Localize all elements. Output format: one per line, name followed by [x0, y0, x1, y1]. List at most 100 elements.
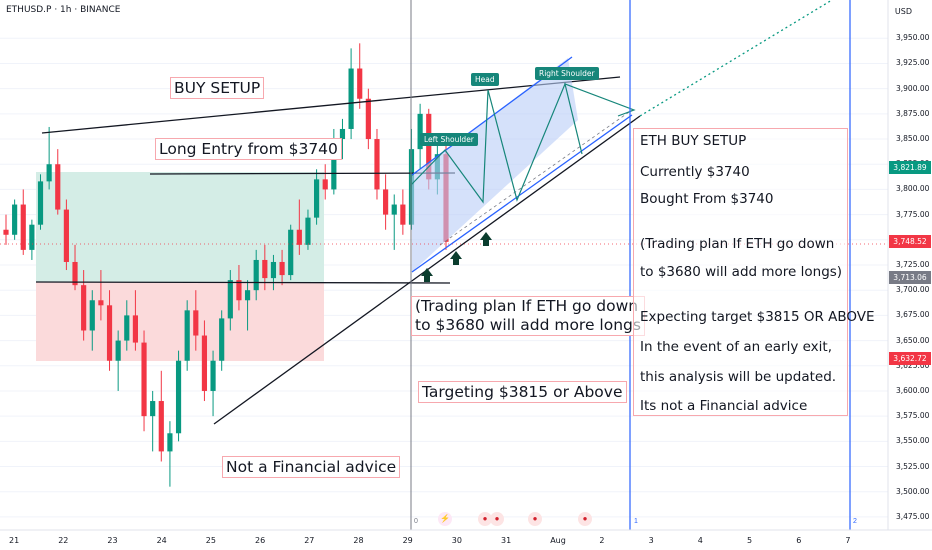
- info-line-7: In the event of an early exit,: [640, 339, 832, 355]
- long-entry-line: [149, 172, 456, 175]
- x-tick-label: 30: [451, 536, 462, 545]
- y-tick-label: 3,950.00: [896, 33, 930, 43]
- x-tick-label: 4: [697, 536, 703, 545]
- candle-body: [270, 261, 277, 279]
- candle-body: [29, 224, 35, 250]
- candle-body: [244, 290, 251, 301]
- y-tick-label: 3,875.00: [896, 108, 930, 118]
- info-line-4: (Trading plan If ETH go down: [640, 236, 835, 252]
- y-tick-label: 3,900.00: [896, 83, 930, 93]
- y-tick-label: 3,625.00: [896, 360, 930, 370]
- x-tick-label: 29: [402, 536, 413, 545]
- marker-2: 2: [853, 518, 857, 525]
- y-tick-label: 3,725.00: [896, 260, 930, 269]
- candle-body: [339, 128, 346, 140]
- candle-body: [124, 315, 130, 341]
- x-tick-label: 27: [304, 536, 315, 545]
- candle-body: [55, 164, 61, 210]
- projection-line: [639, 0, 833, 117]
- trading-plan-line1: (Trading plan If ETH go down: [415, 297, 639, 315]
- symbol-title: ETHUSD.P · 1h · BINANCE: [6, 5, 121, 15]
- targeting-label: Targeting $3815 or Above: [418, 381, 627, 403]
- marker-1: 1: [634, 518, 638, 525]
- left-shoulder-tag: Left Shoulder: [420, 133, 478, 146]
- y-tick-label: 3,525.00: [896, 461, 930, 471]
- candle-body: [20, 204, 26, 250]
- candle-body: [150, 401, 156, 417]
- channel-lower: [411, 114, 633, 273]
- candle-body: [331, 139, 337, 190]
- candle-body: [175, 360, 182, 434]
- candle-body: [426, 113, 432, 180]
- x-tick-label: Aug: [550, 536, 566, 545]
- candle-body: [236, 280, 242, 301]
- candle-body: [314, 179, 320, 218]
- info-line-3: Bought From $3740: [640, 191, 774, 207]
- right-shoulder-tag: Right Shoulder: [535, 67, 599, 80]
- candle-body: [219, 318, 225, 361]
- candle-body: [201, 335, 208, 391]
- y-tick-label: 3,650.00: [896, 335, 930, 345]
- candle-body: [400, 204, 406, 225]
- x-tick-label: 7: [845, 536, 851, 545]
- info-line-9: Its not a Financial advice: [640, 398, 808, 414]
- candle-body: [141, 342, 147, 417]
- us-flag-event-icon[interactable]: ●: [478, 512, 492, 526]
- candle-body: [106, 305, 113, 361]
- x-tick-label: 23: [107, 536, 118, 545]
- candle-body: [227, 280, 233, 319]
- pattern-channel: [412, 58, 578, 272]
- loss-zone: [36, 282, 324, 361]
- candle-body: [132, 315, 138, 343]
- y-tick-label: 3,700.00: [896, 285, 930, 295]
- currency-label: USD: [894, 7, 912, 16]
- candle-body: [3, 229, 9, 235]
- candle-body: [72, 261, 78, 286]
- x-tick-label: 24: [156, 536, 167, 545]
- info-line-6: Expecting target $3815 OR ABOVE: [640, 309, 875, 325]
- x-tick-label: 6: [796, 536, 802, 545]
- candle-body: [417, 113, 423, 150]
- candle-body: [296, 229, 302, 245]
- not-advice-label: Not a Financial advice: [222, 456, 401, 478]
- candle-body: [115, 340, 121, 361]
- candle-body: [63, 209, 69, 262]
- x-tick-label: 22: [58, 536, 69, 545]
- candle-body: [374, 139, 380, 190]
- us-flag-event-icon[interactable]: ●: [578, 512, 592, 526]
- candle-body: [98, 300, 104, 306]
- us-flag-event-icon[interactable]: ●: [490, 512, 504, 526]
- arrow-2: [450, 251, 462, 265]
- x-tick-label: 31: [501, 536, 512, 545]
- head-shoulders-pattern: [409, 82, 636, 204]
- y-tick-label: 3,500.00: [896, 486, 930, 496]
- y-tick-label: 3,550.00: [896, 436, 930, 446]
- y-tick-label: 3,675.00: [896, 310, 930, 320]
- candle-body: [12, 204, 18, 235]
- candle-body: [262, 259, 268, 279]
- candle-body: [322, 179, 328, 190]
- lightning-event-icon[interactable]: ⚡: [438, 512, 452, 526]
- y-tick-label: 3,575.00: [896, 411, 930, 421]
- us-flag-event-icon[interactable]: ●: [528, 512, 542, 526]
- up-arrows: [421, 232, 492, 282]
- candle-body: [193, 310, 199, 336]
- x-tick-label: 2: [599, 536, 605, 545]
- candle-body: [357, 68, 363, 99]
- info-box: ETH BUY SETUP Currently $3740 Bought Fro…: [633, 128, 875, 416]
- price-label: 3,748.52: [889, 235, 931, 249]
- x-tick-label: 25: [205, 536, 216, 545]
- candle-body: [46, 164, 52, 182]
- candle-body: [288, 229, 294, 276]
- info-line-5: to $3680 will add more longs): [640, 264, 843, 280]
- y-tick-label: 3,850.00: [896, 134, 930, 144]
- info-line-8: this analysis will be updated.: [640, 369, 837, 385]
- candle-body: [383, 189, 389, 215]
- candle-body: [37, 181, 44, 225]
- arrow-3: [480, 232, 492, 246]
- candle-body: [305, 217, 311, 245]
- info-line-2: Currently $3740: [640, 164, 750, 180]
- trading-plan-label: (Trading plan If ETH go down to $3680 wi…: [411, 296, 645, 336]
- x-tick-label: 26: [255, 536, 266, 545]
